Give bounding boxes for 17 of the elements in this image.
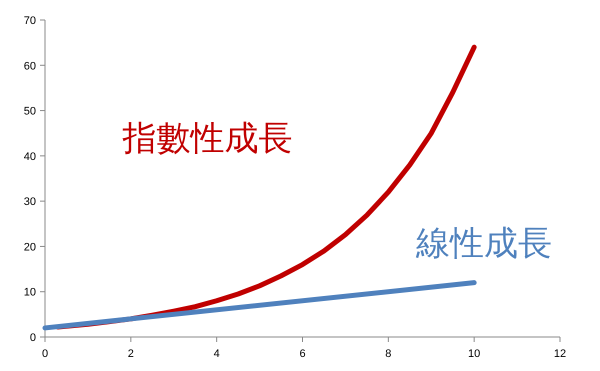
x-tick-label: 6 [299, 348, 306, 360]
x-tick-label: 10 [468, 348, 480, 360]
x-tick-label: 2 [128, 348, 134, 360]
x-tick-label: 0 [42, 348, 48, 360]
y-tick-label: 20 [24, 241, 36, 254]
y-tick-label: 70 [24, 15, 36, 27]
x-tick-label: 4 [214, 348, 220, 360]
series-label: 線性成長 [415, 224, 552, 264]
y-tick-label: 10 [24, 286, 36, 299]
y-tick-label: 30 [24, 196, 36, 208]
x-tick-label: 8 [385, 348, 392, 360]
y-tick-label: 40 [24, 150, 36, 163]
y-tick-label: 0 [30, 332, 36, 344]
text: 指數性成長 [122, 118, 292, 159]
x-tick-label: 12 [554, 348, 566, 360]
y-tick-label: 50 [24, 106, 36, 118]
y-tick-label: 60 [24, 60, 36, 72]
